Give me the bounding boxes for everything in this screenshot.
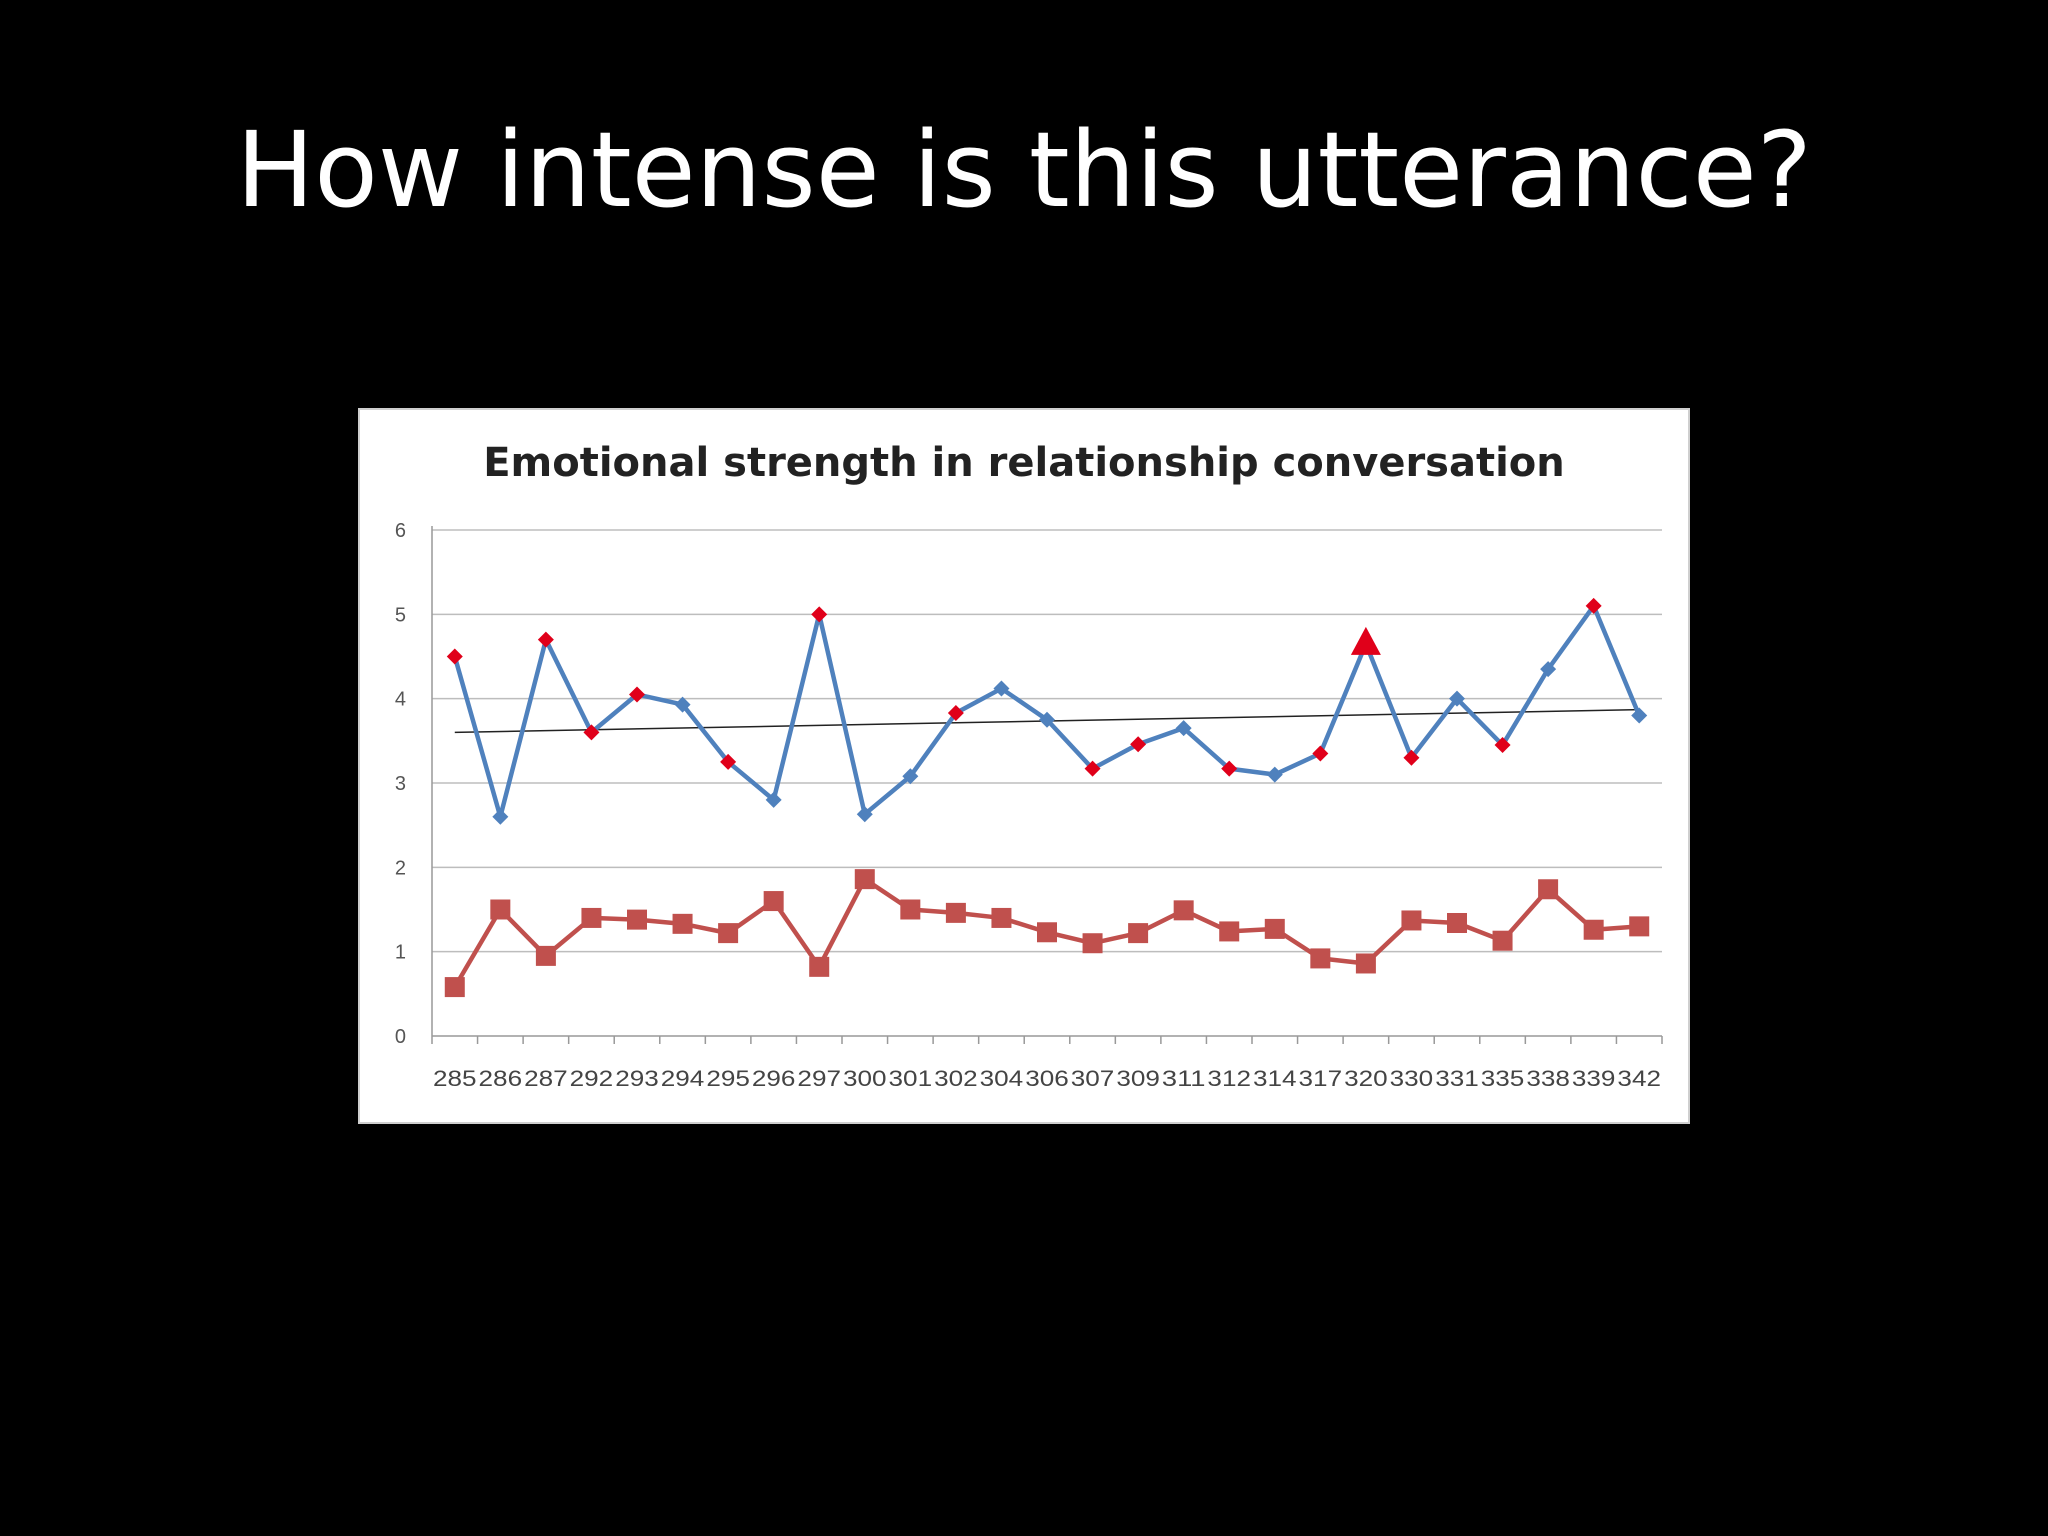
- series-1-point-294: [674, 696, 691, 713]
- x-tick-label: 304: [980, 1066, 1024, 1091]
- x-tick-label: 292: [570, 1066, 614, 1091]
- x-tick-label: 311: [1162, 1066, 1206, 1091]
- x-tick-label: 302: [934, 1066, 978, 1091]
- series-2-point-301: [900, 899, 921, 920]
- y-tick-label: 0: [395, 1026, 406, 1048]
- x-tick-label: 306: [1025, 1066, 1069, 1091]
- series-2-point-320: [1355, 953, 1376, 974]
- x-tick-label: 286: [479, 1066, 523, 1091]
- series-1-point-301: [902, 768, 919, 785]
- series-1-point-338: [1540, 661, 1557, 678]
- series-1-point-292: [583, 724, 600, 741]
- series-2-point-309: [1128, 923, 1149, 944]
- series-2-point-294: [672, 913, 693, 934]
- x-tick-label: 307: [1071, 1066, 1115, 1091]
- x-tick-label: 331: [1435, 1066, 1479, 1091]
- x-tick-label: 330: [1390, 1066, 1434, 1091]
- series-2-point-300: [854, 869, 875, 890]
- x-tick-label: 335: [1481, 1066, 1525, 1091]
- x-tick-label: 295: [706, 1066, 750, 1091]
- series-2-point-311: [1173, 900, 1194, 921]
- y-tick-label: 6: [395, 520, 406, 542]
- series-1-point-287: [537, 631, 554, 648]
- series-2-point-314: [1264, 918, 1285, 939]
- x-tick-label: 312: [1207, 1066, 1251, 1091]
- series-1-point-317: [1312, 745, 1329, 762]
- x-tick-label: 320: [1344, 1066, 1388, 1091]
- y-tick-label: 5: [395, 604, 406, 626]
- x-tick-label: 338: [1526, 1066, 1570, 1091]
- series-2-point-295: [718, 923, 739, 944]
- line-chart: 0 1 2 3 4 5 6 285 286 287 292 293 294 295 296 297 300 301…: [395, 520, 1663, 1091]
- series-1-point-335: [1494, 737, 1511, 754]
- chart-title: Emotional strength in relationship conve…: [483, 440, 1565, 486]
- slide-title: How intense is this utterance?: [236, 109, 1812, 231]
- series-1-point-306: [1039, 711, 1055, 728]
- y-tick-label: 2: [395, 857, 406, 879]
- x-tick-label: 314: [1253, 1066, 1297, 1091]
- series-2-point-286: [490, 899, 511, 920]
- series-2-point-302: [945, 902, 966, 923]
- series-1-point-297: [811, 606, 828, 623]
- series-2-point-331: [1447, 912, 1467, 933]
- series-2-point-296: [763, 891, 784, 912]
- series-1-line: [452, 603, 1642, 819]
- series-1-point-331: [1449, 690, 1465, 707]
- x-tick-label: 309: [1116, 1066, 1160, 1091]
- series-1-point-342: [1631, 707, 1648, 724]
- series-2-point-338: [1538, 879, 1559, 900]
- series-1-point-296: [765, 791, 782, 808]
- chart-panel: Emotional strength in relationship conve…: [358, 408, 1690, 1124]
- series-1-point-309: [1130, 736, 1147, 753]
- x-tick-label: 296: [752, 1066, 796, 1091]
- x-tick-label: 293: [615, 1066, 659, 1091]
- series-2-point-304: [991, 907, 1012, 928]
- series-2-point-335: [1492, 930, 1513, 951]
- series-1-point-304: [993, 680, 1010, 697]
- series-2-point-312: [1219, 921, 1240, 942]
- series-2-point-306: [1037, 922, 1057, 943]
- series-1-point-295: [720, 753, 737, 770]
- series-2-point-285: [444, 977, 465, 998]
- x-tick-label: 317: [1299, 1066, 1343, 1091]
- series-1-point-320: [1350, 626, 1381, 655]
- series-1-point-312: [1221, 760, 1238, 777]
- series-2-point-287: [535, 945, 556, 966]
- x-tick-label: 297: [797, 1066, 841, 1091]
- series-1-point-314: [1266, 766, 1283, 783]
- y-tick-label: 4: [395, 689, 406, 711]
- series-2-point-293: [627, 909, 647, 930]
- series-1-point-339: [1585, 597, 1602, 614]
- series-1-point-302: [947, 705, 964, 722]
- x-tick-label: 301: [889, 1066, 933, 1091]
- series-1-point-311: [1175, 720, 1192, 737]
- series-2-point-317: [1310, 948, 1331, 969]
- series-1-point-307: [1084, 760, 1101, 777]
- x-tick-label: 300: [843, 1066, 887, 1091]
- series-2-point-330: [1401, 910, 1422, 931]
- series-2-point-307: [1082, 933, 1103, 954]
- series-2-point-292: [581, 907, 602, 928]
- y-tick-label: 1: [395, 942, 406, 964]
- series-1-point-285: [446, 648, 463, 665]
- series-2-point-297: [809, 956, 830, 977]
- x-tick-label: 339: [1572, 1066, 1616, 1091]
- x-tick-label: 285: [433, 1066, 477, 1091]
- series-1-point-286: [492, 808, 509, 825]
- x-tick-label: 287: [524, 1066, 568, 1091]
- x-tick-label: 342: [1617, 1066, 1661, 1091]
- y-tick-label: 3: [395, 773, 406, 795]
- series-1-point-293: [629, 686, 645, 703]
- series-2-point-342: [1629, 916, 1650, 937]
- series-2-point-339: [1583, 919, 1604, 940]
- x-tick-label: 294: [661, 1066, 705, 1091]
- series-1-point-330: [1403, 749, 1420, 766]
- series-1-point-300: [856, 806, 873, 823]
